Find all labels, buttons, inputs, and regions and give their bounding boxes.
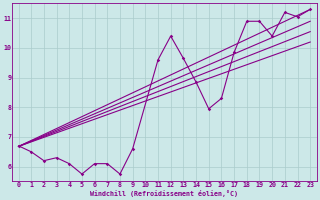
X-axis label: Windchill (Refroidissement éolien,°C): Windchill (Refroidissement éolien,°C)	[90, 190, 238, 197]
